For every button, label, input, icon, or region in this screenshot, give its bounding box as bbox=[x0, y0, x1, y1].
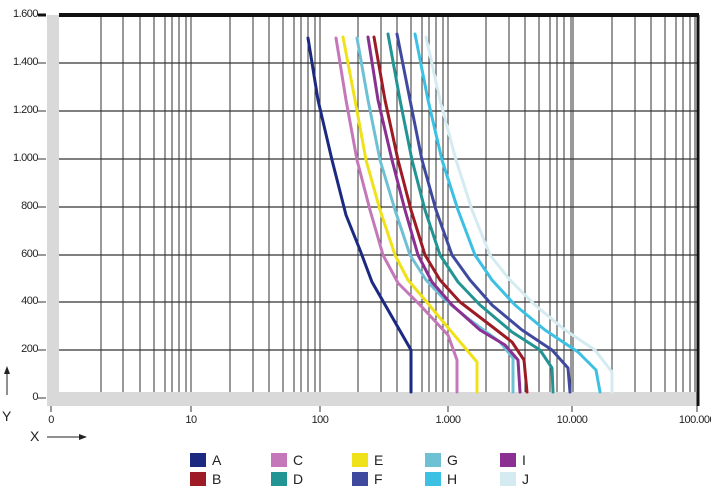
series-line-a bbox=[306, 36, 413, 394]
legend-label-f: F bbox=[374, 471, 383, 487]
legend-swatch-e bbox=[352, 453, 368, 467]
legend-label-h: H bbox=[447, 471, 458, 487]
series-line-f bbox=[395, 32, 572, 394]
legend-item-h: H bbox=[425, 471, 457, 487]
legend-item-i: I bbox=[500, 452, 526, 468]
legend-label-g: G bbox=[447, 452, 458, 468]
legend-label-b: B bbox=[212, 471, 222, 487]
legend-item-c: C bbox=[271, 452, 303, 468]
legend-swatch-g bbox=[425, 453, 441, 467]
series-line-b bbox=[372, 35, 529, 394]
x-tick-label: 1.000 bbox=[435, 414, 461, 426]
x-tick-label: 0 bbox=[48, 414, 54, 426]
series-line-h bbox=[413, 32, 602, 394]
legend-item-g: G bbox=[425, 452, 458, 468]
y-tick-label: 800 bbox=[21, 200, 38, 212]
y-tick-label: 1.200 bbox=[12, 104, 39, 116]
y-axis-arrowhead-icon bbox=[4, 366, 10, 374]
series-line-e bbox=[341, 35, 479, 394]
x-axis-band bbox=[47, 392, 698, 406]
legend-item-a: A bbox=[190, 452, 221, 468]
legend-label-d: D bbox=[293, 471, 304, 487]
legend-item-e: E bbox=[352, 452, 383, 468]
x-axis-label: X bbox=[30, 428, 40, 444]
axis-ticks bbox=[38, 62, 698, 412]
legend-label-c: C bbox=[293, 452, 304, 468]
legend-item-j: J bbox=[500, 471, 529, 487]
series-line-g bbox=[355, 36, 515, 394]
y-tick-label: 1.400 bbox=[12, 56, 39, 68]
y-tick-label: 600 bbox=[21, 248, 38, 260]
legend-swatch-j bbox=[500, 472, 516, 486]
series-line-d bbox=[386, 32, 555, 394]
legend-item-b: B bbox=[190, 471, 221, 487]
legend-swatch-h bbox=[425, 472, 441, 486]
legend-swatch-d bbox=[271, 472, 287, 486]
legend-swatch-f bbox=[352, 472, 368, 486]
y-axis-band bbox=[47, 15, 59, 406]
x-tick-label: 100.000 bbox=[678, 414, 711, 426]
x-tick-label: 100 bbox=[311, 414, 329, 426]
legend-label-a: A bbox=[212, 452, 222, 468]
series-line-j bbox=[424, 35, 614, 394]
y-tick-label: 400 bbox=[21, 295, 38, 307]
legend-swatch-b bbox=[190, 472, 206, 486]
legend-swatch-c bbox=[271, 453, 287, 467]
y-axis-label: Y bbox=[2, 408, 12, 424]
legend-label-e: E bbox=[374, 452, 384, 468]
y-tick-label: 1.600 bbox=[12, 8, 39, 20]
legend-label-j: J bbox=[522, 471, 529, 487]
legend-label-i: I bbox=[522, 452, 526, 468]
y-tick-label: 0 bbox=[32, 391, 38, 403]
y-tick-label: 200 bbox=[21, 343, 38, 355]
legend: A B C D E F G H I J bbox=[190, 452, 550, 492]
legend-item-f: F bbox=[352, 471, 383, 487]
legend-item-d: D bbox=[271, 471, 303, 487]
series-line-c bbox=[334, 36, 459, 394]
series-curves bbox=[306, 32, 614, 394]
x-axis-arrowhead-icon bbox=[79, 434, 87, 440]
legend-swatch-a bbox=[190, 453, 206, 467]
legend-swatch-i bbox=[500, 453, 516, 467]
x-tick-label: 10.000 bbox=[556, 414, 588, 426]
series-line-i bbox=[366, 35, 522, 394]
gridlines bbox=[59, 15, 699, 392]
y-tick-label: 1.000 bbox=[12, 152, 39, 164]
x-tick-label: 10 bbox=[185, 414, 197, 426]
